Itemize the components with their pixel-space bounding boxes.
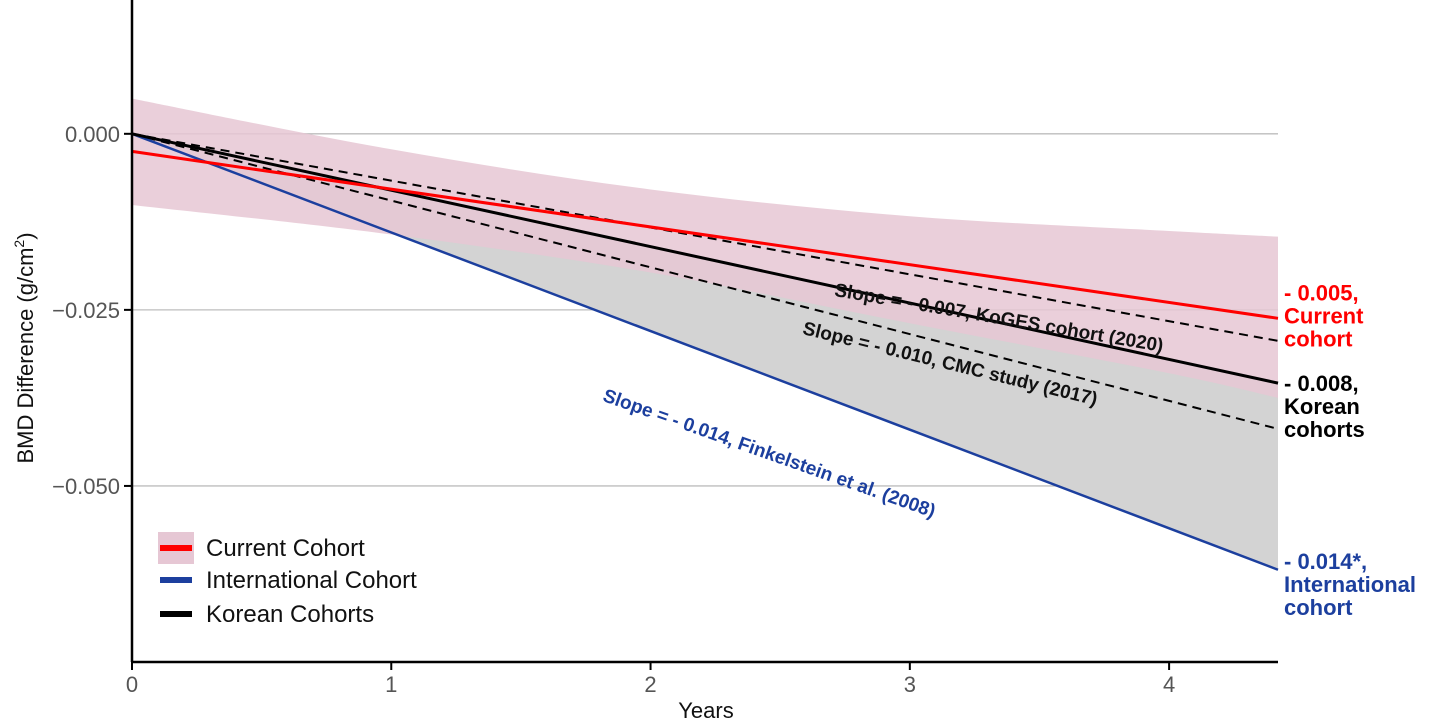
end-label-international: - 0.014*,: [1284, 549, 1367, 574]
legend: Current Cohort International Cohort Korean…: [158, 532, 417, 628]
axes: [130, 0, 1278, 664]
y-axis-title-superscript: 2: [11, 240, 27, 248]
x-tick-label: 2: [644, 672, 656, 697]
end-label-current: cohort: [1284, 327, 1353, 352]
end-label-international: International: [1284, 572, 1416, 597]
end-label-international: cohort: [1284, 595, 1353, 620]
legend-label-korean: Korean Cohorts: [206, 601, 374, 628]
y-axis-title-close: ): [13, 232, 38, 239]
end-label-korean: Korean: [1284, 394, 1360, 419]
x-axis-title: Years: [678, 698, 733, 723]
x-tick-label: 4: [1163, 672, 1175, 697]
y-tick-label: 0.000: [65, 122, 120, 147]
legend-label-current: Current Cohort: [206, 535, 365, 562]
legend-label-international: International Cohort: [206, 567, 417, 594]
y-tick-label: −0.050: [52, 474, 120, 499]
y-axis-title-main: BMD Difference (g/cm: [13, 248, 38, 464]
end-label-korean: cohorts: [1284, 417, 1365, 442]
end-label-current: - 0.005,: [1284, 281, 1359, 306]
y-axis-title: BMD Difference (g/cm2): [11, 232, 38, 463]
series-lines: [131, 132, 1279, 571]
end-label-current: Current: [1284, 304, 1364, 329]
end-label-korean: - 0.008,: [1284, 371, 1359, 396]
current-cohort-ci-band: [132, 98, 1278, 398]
reference-line-2: [131, 132, 1279, 430]
x-tick-label: 1: [385, 672, 397, 697]
x-tick-label: 3: [904, 672, 916, 697]
tick-labels: 0 1 2 3 4 0.000 −0.025 −0.050: [52, 122, 1175, 697]
series-line-current: [131, 149, 1279, 320]
series-line-international: [131, 132, 1279, 571]
series-line-korean: [131, 132, 1279, 385]
x-tick-label: 0: [126, 672, 138, 697]
y-tick-label: −0.025: [52, 298, 120, 323]
